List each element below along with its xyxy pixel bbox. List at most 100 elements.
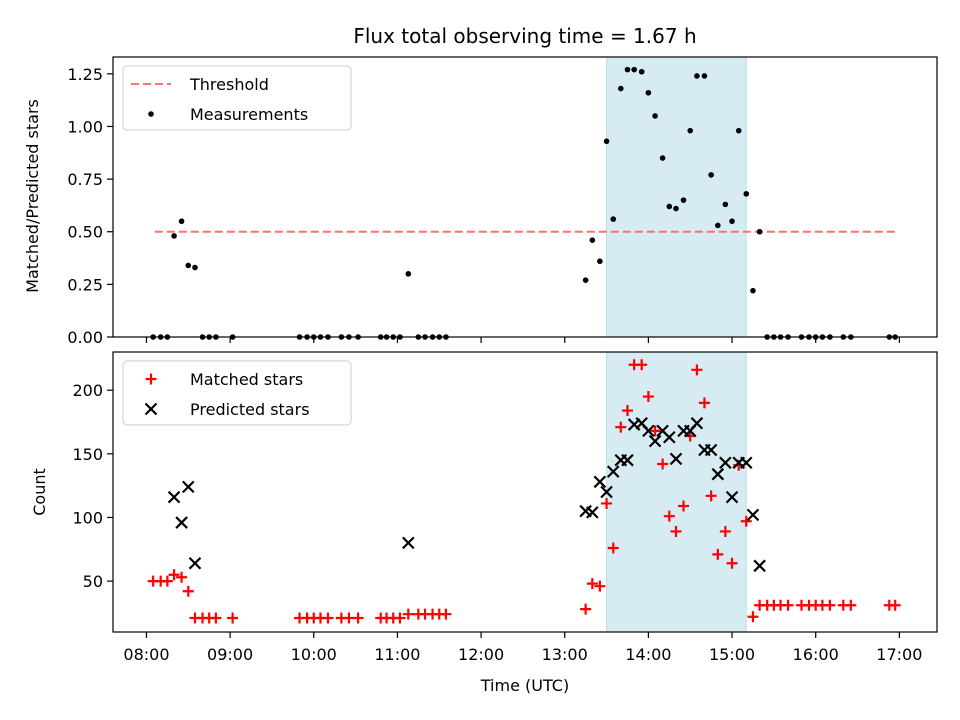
measurement-point bbox=[589, 237, 596, 243]
top-legend: Threshold Measurements bbox=[122, 65, 352, 131]
matched-star-point bbox=[698, 397, 710, 409]
predicted-star-point bbox=[402, 536, 415, 550]
legend-label: Matched stars bbox=[190, 370, 303, 389]
legend-matched-swatch bbox=[145, 373, 157, 385]
measurement-point bbox=[603, 138, 610, 145]
top-y-tick-label: 0.25 bbox=[67, 275, 103, 294]
bottom-panel: 08:00 09:00 10:00 11:00 12:00 13:00 14:00 15:00… bbox=[72, 351, 938, 664]
matched-star-point bbox=[726, 557, 738, 569]
matched-star-point bbox=[615, 421, 627, 433]
measurement-point bbox=[722, 201, 729, 208]
measurement-point bbox=[624, 66, 631, 73]
measurement-point bbox=[185, 262, 192, 269]
matched-star-point bbox=[322, 612, 334, 624]
measurement-point bbox=[666, 203, 673, 210]
legend-measurement-swatch bbox=[148, 111, 154, 117]
top-shaded-region bbox=[606, 56, 747, 338]
x-tick-label: 13:00 bbox=[542, 645, 588, 664]
measurement-point bbox=[687, 127, 694, 134]
matched-star-point bbox=[168, 569, 180, 581]
x-axis-label: Time (UTC) bbox=[480, 676, 569, 695]
matched-star-point bbox=[691, 364, 703, 376]
top-legend-box bbox=[122, 65, 352, 131]
matched-star-point bbox=[440, 608, 452, 620]
measurement-point bbox=[680, 197, 687, 203]
predicted-star-point bbox=[739, 456, 753, 470]
measurement-point bbox=[178, 218, 185, 225]
predicted-star-point bbox=[711, 467, 725, 481]
matched-star-point bbox=[845, 599, 857, 611]
matched-star-point bbox=[621, 405, 633, 417]
matched-star-point bbox=[402, 608, 414, 620]
x-tick-label: 09:00 bbox=[207, 645, 253, 664]
measurement-point bbox=[652, 113, 658, 119]
predicted-star-point bbox=[663, 430, 676, 444]
predicted-star-point bbox=[600, 485, 613, 499]
predicted-star-point bbox=[669, 452, 683, 466]
matched-star-point bbox=[824, 599, 836, 611]
predicted-star-point bbox=[593, 475, 607, 489]
matched-star-point bbox=[343, 612, 355, 624]
x-tick-label: 14:00 bbox=[625, 645, 671, 664]
predicted-star-point bbox=[690, 416, 704, 430]
matched-star-point bbox=[663, 510, 675, 522]
predicted-star-point bbox=[188, 556, 202, 570]
matched-star-point bbox=[740, 515, 752, 527]
top-panel: 0.00 0.25 0.50 0.75 1.00 1.25 Threshold Measure… bbox=[67, 56, 938, 347]
bottom-y-tick-label: 200 bbox=[72, 381, 103, 400]
predicted-star-point bbox=[746, 508, 760, 522]
measurement-point bbox=[631, 66, 637, 73]
matched-star-point bbox=[712, 548, 724, 560]
measurement-point bbox=[638, 68, 645, 75]
measurement-point bbox=[171, 233, 177, 239]
measurement-point bbox=[617, 85, 624, 92]
measurement-point bbox=[610, 216, 617, 222]
measurement-point bbox=[701, 73, 708, 79]
top-y-tick-label: 0.50 bbox=[67, 223, 103, 242]
chart-title: Flux total observing time = 1.67 h bbox=[353, 24, 696, 48]
predicted-star-point bbox=[725, 490, 739, 504]
matched-star-point bbox=[594, 580, 606, 592]
measurement-point bbox=[645, 89, 652, 96]
predicted-star-point bbox=[642, 424, 655, 438]
x-tick-label: 17:00 bbox=[876, 645, 922, 664]
measurement-point bbox=[659, 155, 666, 161]
matched-star-point bbox=[719, 525, 731, 537]
measurement-point bbox=[582, 277, 589, 283]
matched-star-point bbox=[657, 458, 669, 470]
measurement-point bbox=[750, 287, 756, 294]
predicted-star-point bbox=[719, 456, 732, 470]
measurement-point bbox=[743, 191, 750, 197]
bottom-y-tick-label: 100 bbox=[72, 508, 103, 527]
measurement-point bbox=[756, 228, 763, 235]
matched-star-point bbox=[889, 599, 901, 611]
predicted-star-point bbox=[175, 516, 188, 529]
legend-label: Measurements bbox=[190, 105, 308, 124]
measurement-point bbox=[597, 258, 603, 265]
measurement-point bbox=[708, 172, 714, 178]
top-y-tick-label: 0.00 bbox=[67, 328, 103, 347]
bottom-legend: Matched stars Predicted stars bbox=[122, 360, 352, 426]
top-y-tick-label: 1.00 bbox=[67, 117, 103, 136]
matched-star-point bbox=[642, 391, 654, 403]
bottom-y-tick-label: 50 bbox=[83, 572, 103, 591]
x-tick-label: 12:00 bbox=[458, 645, 504, 664]
bottom-shaded-region bbox=[606, 351, 747, 633]
matched-star-point bbox=[670, 525, 682, 537]
measurement-point bbox=[673, 205, 679, 212]
predicted-star-point bbox=[621, 453, 634, 467]
matched-star-point bbox=[586, 578, 598, 590]
legend-predicted-swatch bbox=[144, 402, 158, 416]
x-tick-label: 11:00 bbox=[374, 645, 420, 664]
bottom-legend-box bbox=[122, 360, 352, 426]
top-axes-frame bbox=[112, 56, 938, 338]
matched-star-point bbox=[782, 599, 794, 611]
matched-star-point bbox=[678, 500, 690, 512]
matched-star-point bbox=[649, 425, 661, 437]
matched-star-point bbox=[580, 603, 592, 615]
matched-star-point bbox=[227, 612, 239, 624]
x-tick-label: 16:00 bbox=[793, 645, 839, 664]
bottom-y-axis-label: Count bbox=[30, 468, 49, 516]
predicted-star-point bbox=[586, 506, 599, 519]
